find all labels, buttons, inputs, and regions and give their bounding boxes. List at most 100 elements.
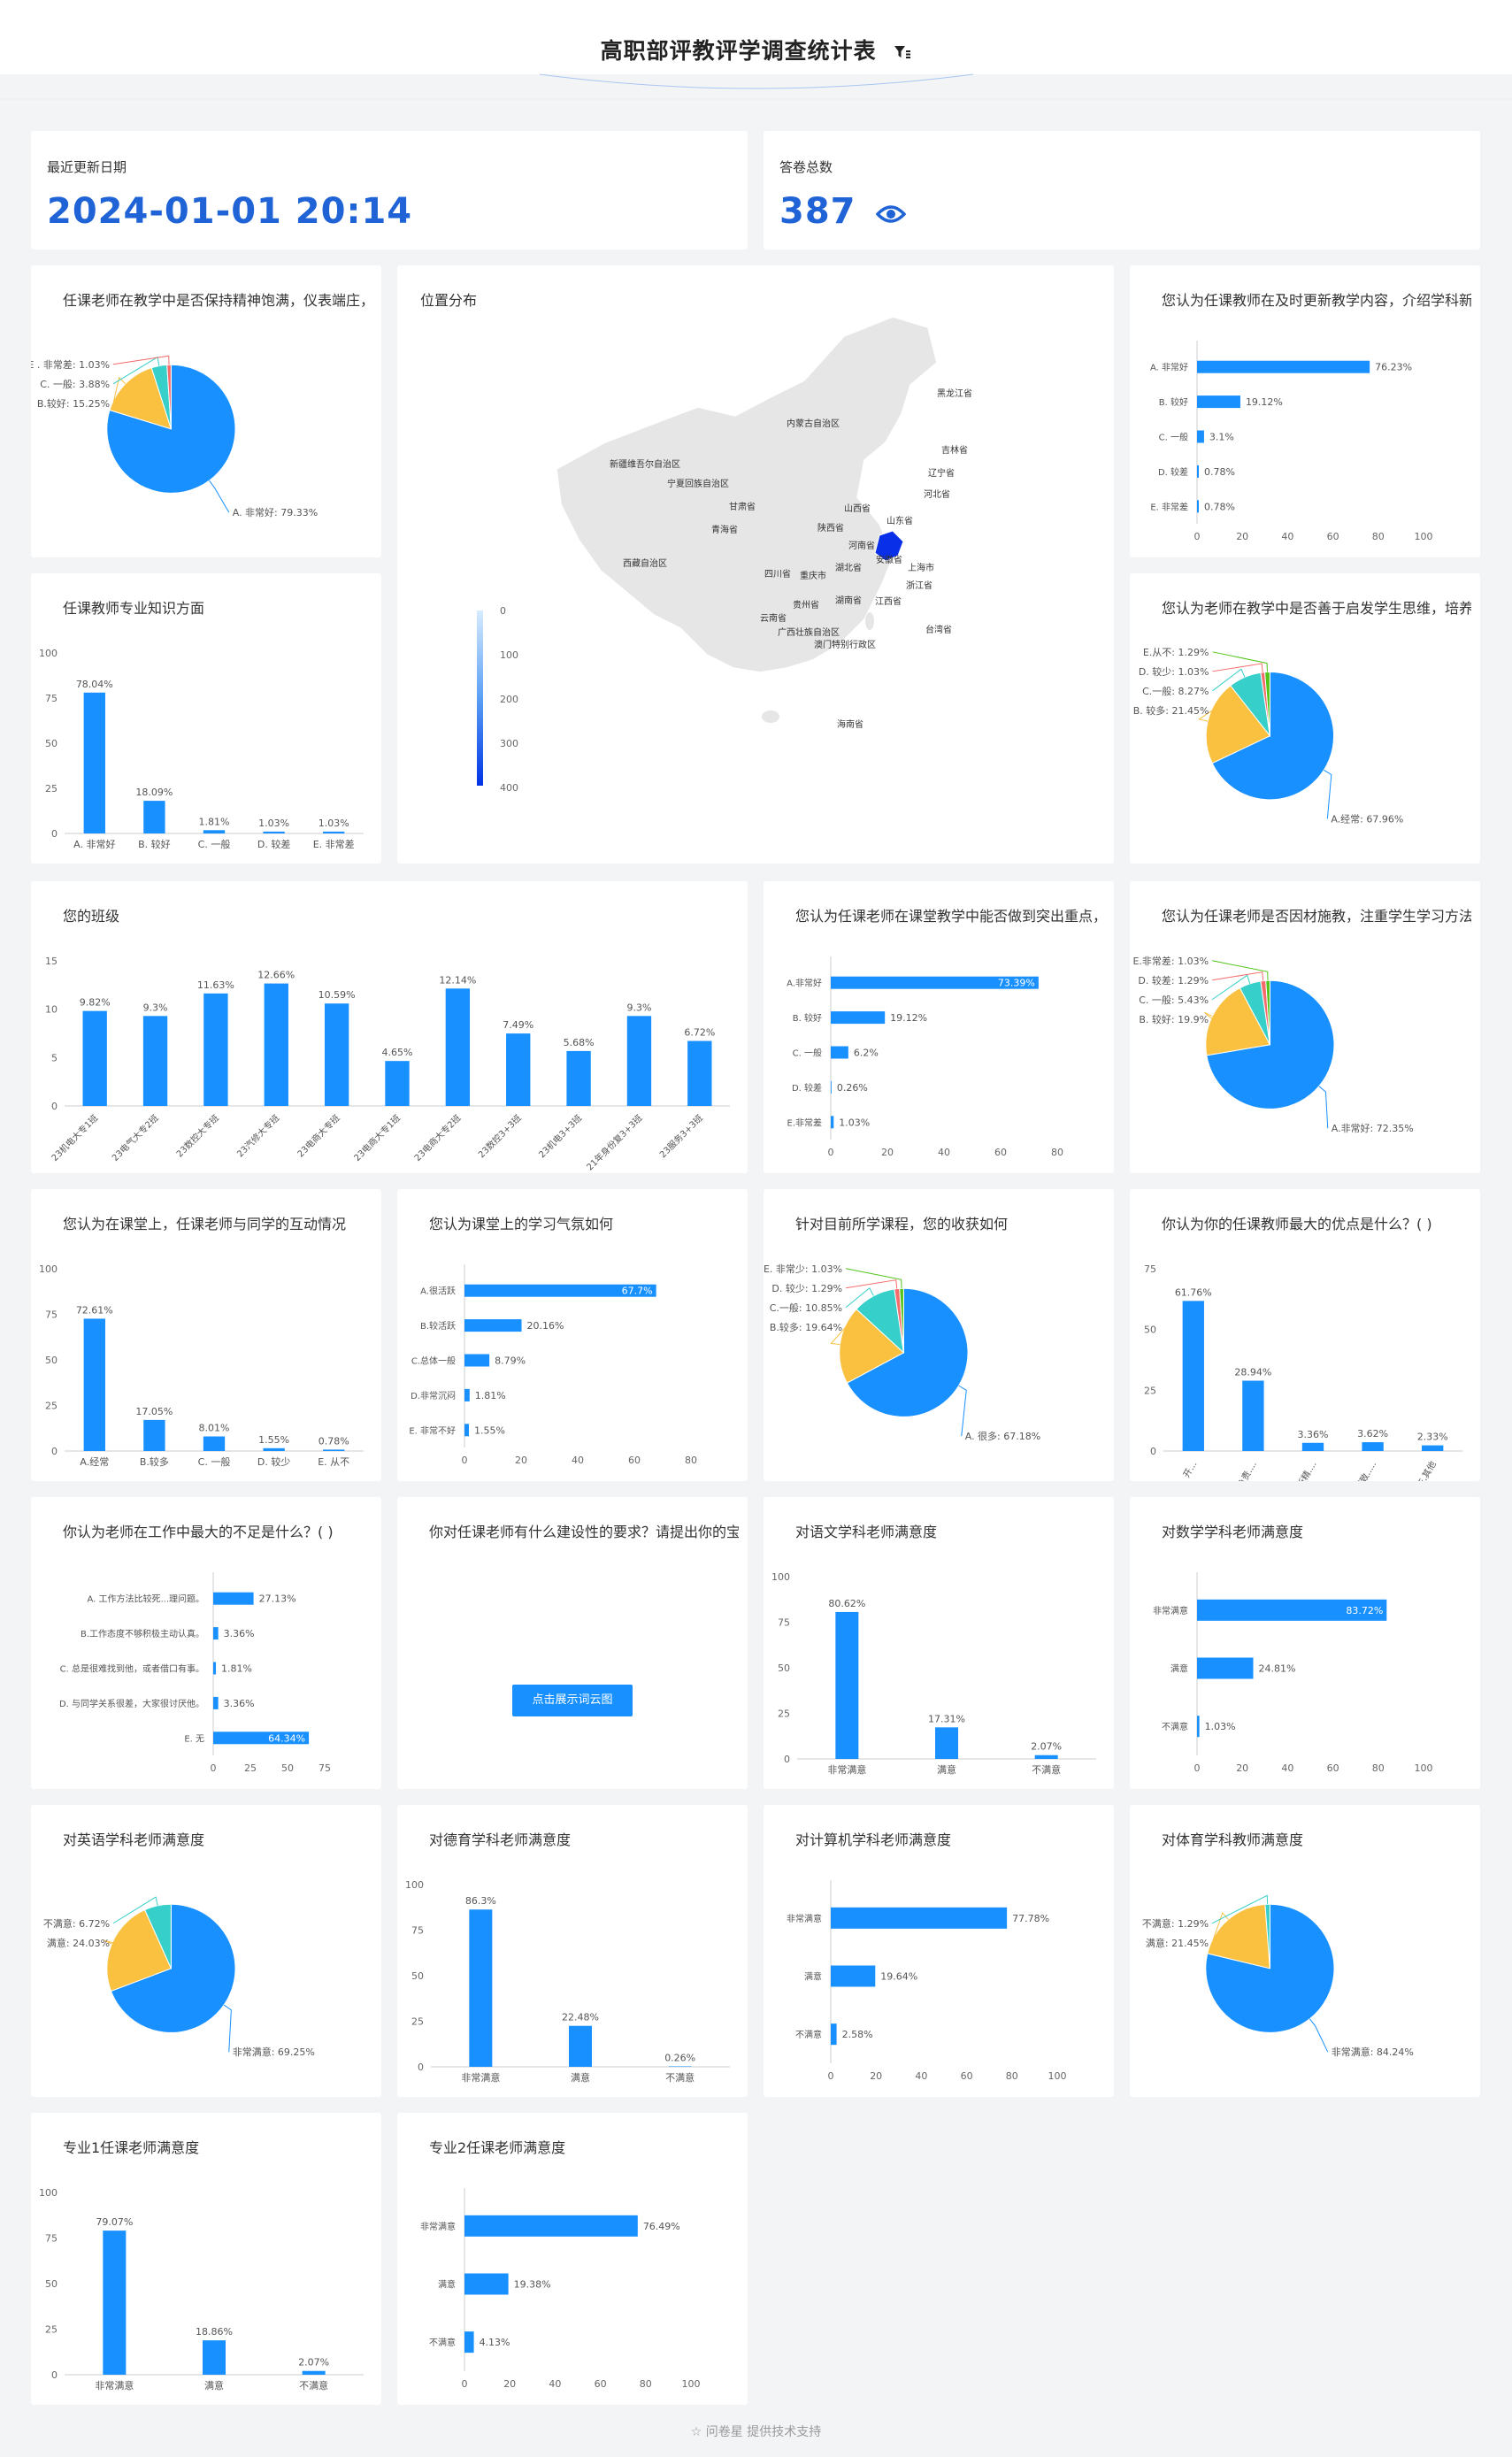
chart-svg: A. 很多: 67.18% B.较多: 19.64% C.一般: 10.85% D. …	[764, 1263, 1040, 1442]
chart-title: 对语文学科老师满意度	[795, 1524, 938, 1540]
bar-value-label: 22.48%	[562, 2012, 599, 2023]
bar	[464, 1424, 469, 1437]
bar-value-label: 19.12%	[1246, 396, 1283, 408]
y-tick-label: B. 较好	[793, 1012, 822, 1024]
x-tick-label: 满意	[571, 2071, 590, 2084]
bar	[213, 1731, 310, 1745]
chart-card-c19: 专业1任课老师满意度 0 25 50 75 100 79.07% 非常满意 18.86% 满意 2.…	[31, 2113, 381, 2405]
x-tick-label: 40	[549, 2378, 561, 2390]
bar-value-label: 2.33%	[1417, 1432, 1448, 1443]
y-tick-label: 满意	[1170, 1663, 1188, 1675]
pie-slice	[1265, 979, 1270, 1045]
y-tick-label: 100	[39, 1263, 58, 1275]
chart-title: 您认为任课教师在及时更新教学内容，介绍学科新动	[1162, 292, 1471, 309]
chart-card-c13: 对语文学科老师满意度 0 25 50 75 100 80.62% 非常满意 17.31% 满意 2.…	[764, 1497, 1114, 1789]
chart-svg: 0 20 40 60 80 A.很活跃 67.7% B.较活跃 20.16% C.总体一般 8.79…	[409, 1264, 697, 1466]
pie-label: B. 较好: 19.9%	[1139, 1013, 1209, 1025]
bar	[445, 988, 471, 1106]
chart-card-c1: 任课老师在教学中是否保持精神饱满，仪表端庄，声 A. 非常好: 79.33% B.较…	[31, 265, 381, 557]
x-tick-label: 0	[1194, 1762, 1201, 1774]
chart-title: 您认为任课老师是否因材施教，注重学生学习方法的	[1162, 908, 1471, 925]
province-label: 上海市	[908, 562, 934, 573]
x-tick-label: E. 从不	[318, 1456, 349, 1468]
page-title-text: 高职部评教评学调查统计表	[600, 38, 877, 64]
legend-tick-label: 400	[500, 782, 518, 794]
x-tick-label: A. 非常好	[73, 838, 115, 850]
province-label: 浙江省	[906, 580, 933, 591]
bar-value-label: 79.07%	[96, 2216, 133, 2228]
province-label: 湖南省	[835, 595, 862, 606]
bar-value-label: 17.05%	[135, 1406, 173, 1417]
chart-svg: A. 非常好: 79.33% B.较好: 15.25% C. 一般: 3.88% E …	[31, 355, 318, 518]
pie-slice	[1207, 1903, 1270, 1969]
y-tick-label: 50	[1144, 1324, 1156, 1336]
bar	[464, 2331, 474, 2353]
x-tick-label: 80	[1006, 2070, 1018, 2082]
y-tick-label: 100	[405, 1879, 424, 1891]
page-header: 高职部评教评学调查统计表	[0, 0, 1512, 74]
y-tick-label: E. 无	[184, 1734, 204, 1744]
bar-value-label: 8.01%	[199, 1422, 230, 1433]
pie-slice	[839, 1308, 905, 1384]
bar-value-label: 9.82%	[80, 997, 111, 1009]
x-tick-label: 0	[211, 1762, 217, 1774]
pie-leader-line	[1211, 960, 1269, 981]
bar	[142, 1016, 168, 1106]
show-wordcloud-button[interactable]: 点击展示词云图	[512, 1685, 633, 1716]
pie-leader-line	[845, 1268, 902, 1289]
bar	[213, 1696, 219, 1709]
province-label: 黑龙江省	[937, 388, 972, 399]
bar	[831, 1011, 886, 1025]
bar-value-label: 9.3%	[143, 1002, 168, 1013]
bar	[831, 976, 1039, 989]
bar	[263, 1447, 285, 1451]
x-tick-label: 80	[1051, 1147, 1063, 1158]
x-tick-label: 80	[640, 2378, 652, 2390]
chart-svg: 非常满意: 69.25% 满意: 24.03% 不满意: 6.72%	[43, 1896, 315, 2058]
pie-slice	[1264, 672, 1270, 736]
chart-card-c12: 你认为老师在工作中最大的不足是什么？( ) 0 25 50 75 A. 工作方法比较死..…	[31, 1497, 381, 1789]
pie-label: D. 较少: 1.29%	[771, 1282, 842, 1294]
chart-card-c11: 你认为你的任课教师最大的优点是什么？( ) 0 25 50 75 61.76% A.为人师表…	[1130, 1189, 1480, 1481]
bar-value-label: 7.49%	[503, 1019, 533, 1031]
pie-leader-line	[1318, 1086, 1329, 1129]
province-label: 辽宁省	[928, 467, 955, 479]
bar-value-label: 86.3%	[465, 1895, 496, 1907]
province-label: 新疆维吾尔自治区	[610, 458, 680, 470]
chart-title: 您的班级	[63, 908, 120, 925]
map-card: 位置分布 0 100 200 300 400 黑龙江省 吉林省 辽宁省 内蒙古自治区 新疆维吾尔…	[397, 265, 1114, 864]
y-tick-label: 100	[39, 648, 58, 659]
bar	[464, 1388, 470, 1401]
bar-value-label: 0.78%	[1204, 501, 1235, 512]
x-tick-label: 20	[881, 1147, 894, 1158]
eye-icon[interactable]	[876, 193, 907, 234]
total-responses-number: 387	[779, 191, 856, 232]
x-tick-label: 80	[1372, 531, 1385, 542]
chart-card-c18: 对体育学科教师满意度 非常满意: 84.24% 满意: 21.45% 不满意: 1.2…	[1130, 1805, 1480, 2097]
filter-icon[interactable]	[894, 40, 911, 65]
province-label: 河南省	[848, 540, 875, 551]
pie-leader-line	[1211, 1911, 1229, 1943]
chart-svg: A.经常: 67.96% B. 较多: 21.45% C.一般: 8.27% D. 较…	[1133, 647, 1404, 825]
bar-value-label: 0.26%	[664, 2052, 695, 2063]
pie-label: A.经常: 67.96%	[1331, 813, 1403, 825]
bar	[143, 801, 165, 833]
chart-svg: 0 25 50 75 61.76% A.为人师表，开... 28.94% B.认真、负责...…	[1144, 1263, 1462, 1481]
star-icon: ☆	[690, 2425, 702, 2439]
pie-leader-line	[1204, 1011, 1213, 1020]
bar	[323, 1449, 345, 1451]
y-tick-label: 满意	[438, 2279, 456, 2291]
y-tick-label: 5	[51, 1052, 58, 1063]
bar	[831, 1046, 848, 1059]
bar	[1197, 430, 1204, 443]
y-tick-label: 25	[45, 783, 58, 795]
x-tick-label: 满意	[204, 2379, 224, 2392]
map-title: 位置分布	[420, 292, 478, 309]
y-tick-label: E. 非常不好	[409, 1424, 456, 1436]
chart-card-c14: 对数学学科老师满意度 0 20 40 60 80 100 非常满意 83.72% 满意 24.81%…	[1130, 1497, 1480, 1789]
pie-label: D. 较少: 1.03%	[1139, 665, 1209, 678]
province-label: 云南省	[760, 612, 787, 624]
y-tick-label: 不满意	[1162, 1721, 1188, 1732]
bar	[143, 1419, 165, 1451]
bar-value-label: 0.26%	[837, 1082, 868, 1094]
